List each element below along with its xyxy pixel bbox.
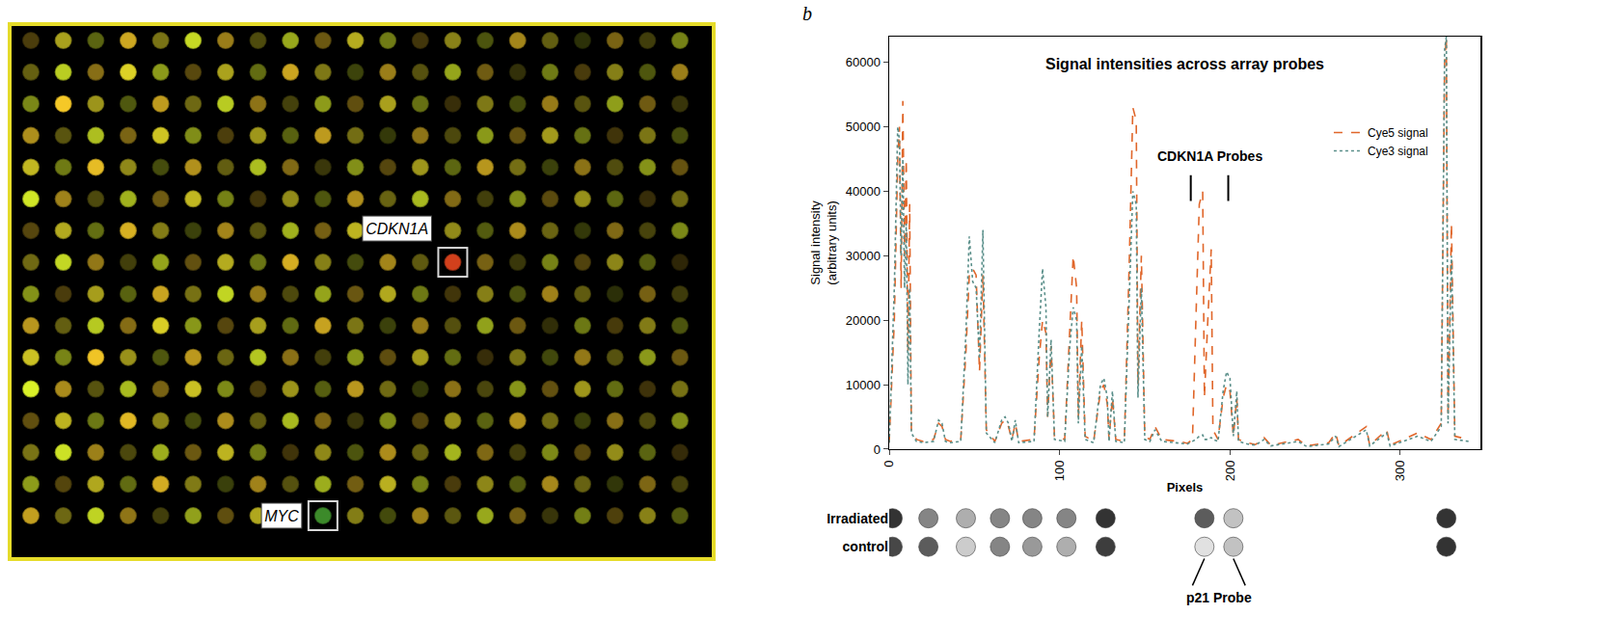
svg-text:60000: 60000 [845, 54, 881, 70]
svg-text:Signal intensities across arra: Signal intensities across array probes [1045, 55, 1325, 73]
svg-text:control: control [842, 539, 889, 555]
svg-text:Pixels: Pixels [1166, 480, 1204, 495]
svg-text:b: b [802, 2, 813, 25]
svg-text:20000: 20000 [845, 313, 881, 328]
svg-text:0: 0 [881, 461, 896, 468]
svg-text:Irradiated: Irradiated [826, 511, 889, 527]
svg-text:CDKN1A: CDKN1A [365, 220, 429, 238]
svg-text:Cye3 signal: Cye3 signal [1367, 144, 1429, 159]
svg-text:30000: 30000 [845, 248, 881, 264]
svg-text:200: 200 [1222, 461, 1238, 483]
svg-text:MYC: MYC [264, 508, 299, 525]
svg-text:Cye5 signal: Cye5 signal [1367, 126, 1429, 140]
svg-text:100: 100 [1052, 461, 1067, 483]
svg-text:40000: 40000 [845, 184, 881, 199]
svg-text:50000: 50000 [845, 119, 881, 135]
svg-text:300: 300 [1392, 461, 1408, 483]
svg-text:p21 Probe: p21 Probe [1186, 590, 1252, 606]
svg-text:CDKN1A Probes: CDKN1A Probes [1157, 148, 1263, 164]
svg-text:0: 0 [873, 441, 881, 457]
svg-text:10000: 10000 [845, 378, 881, 393]
svg-text:Signal intensity(arbitrary uni: Signal intensity(arbitrary units) [808, 200, 840, 286]
